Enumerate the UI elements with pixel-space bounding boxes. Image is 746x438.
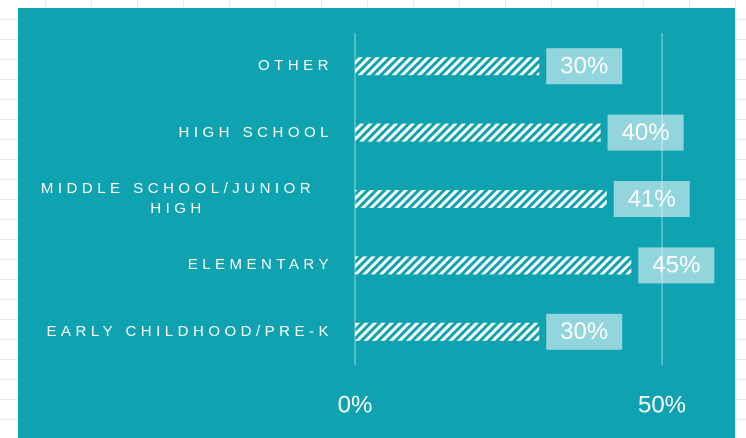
- bar: [355, 256, 632, 275]
- category-label: MIDDLE SCHOOL/JUNIOR HIGH: [40, 180, 316, 217]
- category-label-box: HIGH SCHOOL: [3, 123, 333, 143]
- category-label-box: OTHER: [3, 56, 333, 76]
- value-label: 41%: [628, 185, 676, 212]
- x-tick-label: 0%: [338, 391, 373, 418]
- category-label-box: ELEMENTARY: [3, 255, 333, 275]
- bar: [355, 57, 540, 76]
- value-label-box: [607, 114, 684, 151]
- bar: [355, 322, 540, 341]
- value-label-box: [546, 48, 623, 85]
- value-label-box: [638, 247, 715, 284]
- value-label: 40%: [622, 119, 670, 146]
- value-label: 45%: [652, 252, 700, 279]
- bar: [355, 123, 601, 142]
- category-label-box: MIDDLE SCHOOL/JUNIOR HIGH: [3, 179, 333, 219]
- value-label-box: [546, 313, 623, 350]
- category-label: OTHER: [258, 57, 333, 75]
- category-label: EARLY CHILDHOOD/PRE-K: [46, 322, 333, 340]
- x-tick-label: 50%: [638, 391, 686, 418]
- category-label: ELEMENTARY: [187, 256, 333, 274]
- value-label: 30%: [560, 53, 608, 80]
- value-label-box: [613, 181, 690, 217]
- category-label: HIGH SCHOOL: [178, 123, 333, 141]
- value-label: 30%: [560, 318, 608, 345]
- bar: [355, 190, 607, 208]
- category-label-box: EARLY CHILDHOOD/PRE-K: [3, 322, 333, 342]
